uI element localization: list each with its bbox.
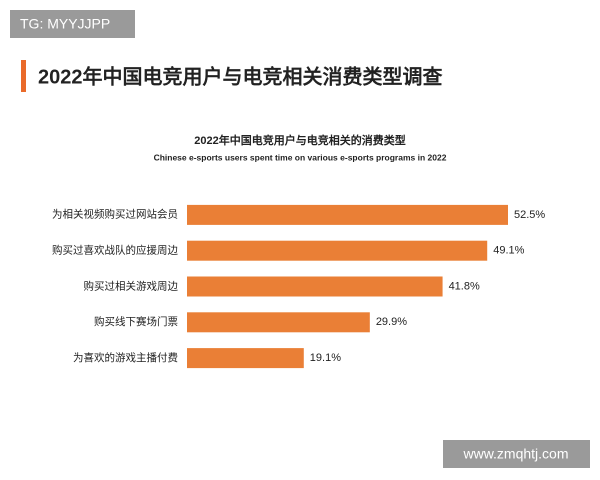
watermark-box (10, 10, 135, 38)
watermark: www.zmqhtj.com (462, 446, 568, 462)
category-label: 购买过相关游戏周边 (84, 279, 179, 292)
chart-subtitle: Chinese e-sports users spent time on var… (154, 152, 447, 162)
category-label: 为相关视频购买过网站会员 (52, 208, 178, 221)
title-accent (21, 60, 26, 92)
value-label: 49.1% (493, 245, 524, 257)
value-label: 29.9% (376, 316, 407, 328)
value-label: 52.5% (514, 209, 545, 221)
category-label: 为喜欢的游戏主播付费 (73, 351, 178, 364)
bar (187, 240, 488, 261)
value-label: 19.1% (310, 352, 341, 364)
bar (187, 348, 304, 369)
bar (187, 312, 370, 333)
value-label: 41.8% (449, 280, 480, 292)
watermark-box (443, 440, 590, 468)
category-label: 购买过喜欢战队的应援周边 (52, 243, 178, 256)
page-title: 2022年中国电竞用户与电竞相关消费类型调查 (38, 64, 443, 88)
bar (187, 204, 508, 225)
chart-title: 2022年中国电竞用户与电竞相关的消费类型 (194, 133, 405, 147)
watermark: TG: MYYJJPP (20, 16, 110, 32)
category-label: 购买线下赛场门票 (94, 315, 178, 328)
bar (187, 276, 443, 297)
